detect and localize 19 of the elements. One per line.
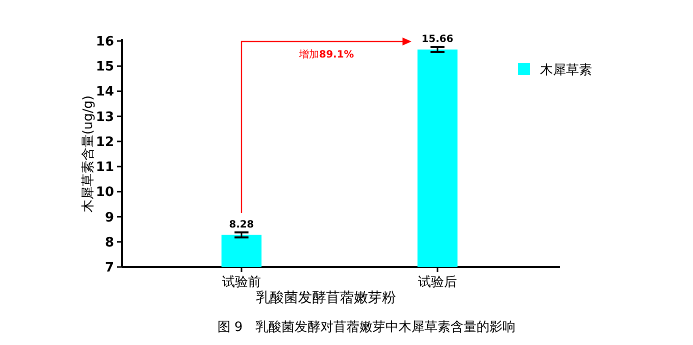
y-tick-label: 14 — [96, 84, 114, 100]
y-tick-label: 12 — [96, 134, 114, 150]
y-tick-label: 13 — [96, 110, 114, 125]
y-tick-label: 16 — [96, 34, 114, 50]
y-axis-title: 木犀草素含量(ug/g) — [81, 95, 96, 213]
x-axis-title: 乳酸菌发酵苜蓿嫩芽粉 — [256, 290, 396, 306]
caption: 图 9 乳酸菌发酵对苜蓿嫩芽中木犀草素含量的影响 — [217, 320, 516, 335]
x-tick-label: 试验后 — [418, 275, 457, 290]
data-label: 15.66 — [422, 34, 454, 46]
data-label: 8.28 — [229, 219, 254, 230]
y-tick-label: 7 — [104, 260, 114, 276]
y-tick-label: 11 — [96, 160, 114, 176]
x-tick-label: 试验前 — [222, 275, 261, 290]
legend-label: 木犀草素 — [540, 63, 592, 78]
annotation: 增加89.1% — [298, 48, 354, 60]
y-tick-label: 15 — [96, 60, 114, 75]
y-tick-label: 9 — [104, 210, 114, 226]
y-tick-label: 8 — [104, 235, 114, 250]
y-tick-label: 10 — [96, 185, 114, 200]
